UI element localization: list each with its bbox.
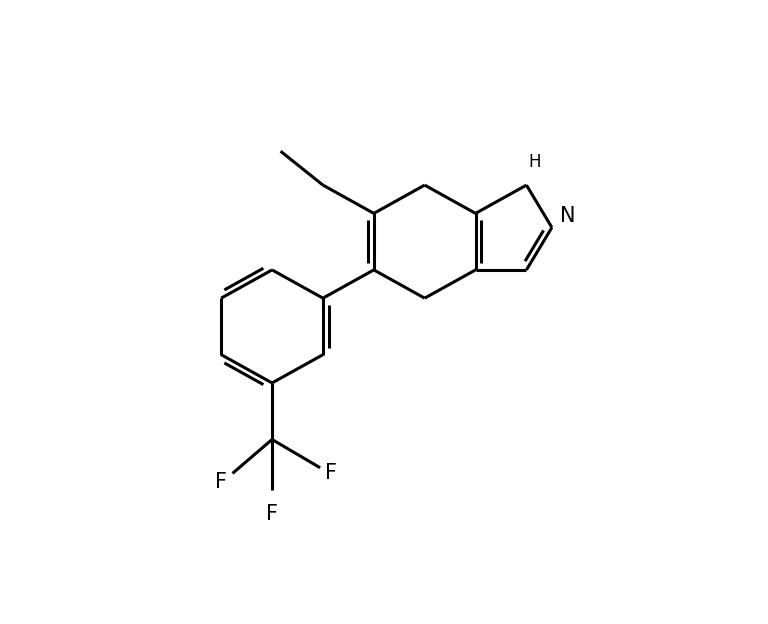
Text: F: F bbox=[266, 504, 278, 525]
Text: H: H bbox=[528, 153, 541, 171]
Text: N: N bbox=[561, 206, 576, 226]
Text: F: F bbox=[215, 472, 227, 492]
Text: F: F bbox=[325, 464, 336, 484]
